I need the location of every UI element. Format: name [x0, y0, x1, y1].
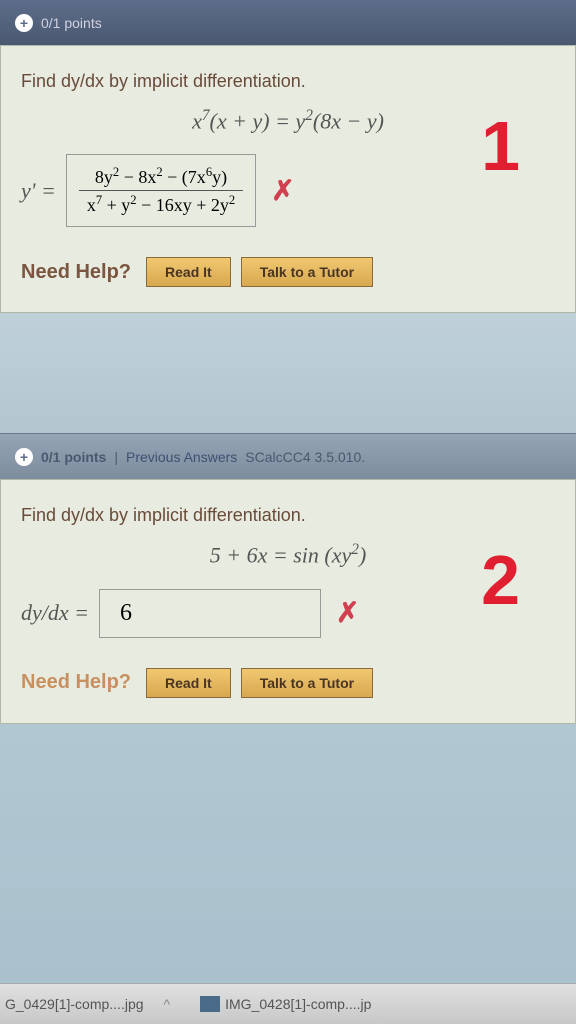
talk-to-tutor-button[interactable]: Talk to a Tutor [241, 257, 373, 287]
problem-prompt: Find dy/dx by implicit differentiation. [21, 71, 555, 92]
chevron-up-icon[interactable]: ^ [164, 996, 171, 1012]
fraction-numerator: 8y2 − 8x2 − (7x6y) [79, 163, 243, 191]
answer-row: dy/dx = 6 ✗ [21, 589, 555, 638]
problem-equation: x7(x + y) = y2(8x − y) [21, 107, 555, 134]
problem-card-2: Find dy/dx by implicit differentiation. … [0, 479, 576, 723]
need-help-label: Need Help? [21, 261, 131, 284]
problem-id: SCalcCC4 3.5.010. [245, 449, 365, 465]
points-status: 0/1 points [41, 449, 106, 465]
problem-equation: 5 + 6x = sin (xy2) [21, 541, 555, 568]
expand-icon[interactable]: + [15, 14, 33, 32]
read-it-button[interactable]: Read It [146, 257, 231, 287]
need-help-label: Need Help? [21, 671, 131, 694]
gap-region [0, 313, 576, 433]
problem-header-2: + 0/1 points | Previous Answers SCalcCC4… [0, 433, 576, 479]
taskbar-item[interactable]: G_0429[1]-comp....jpg [5, 996, 144, 1012]
answer-label: dy/dx = [21, 600, 89, 626]
talk-to-tutor-button[interactable]: Talk to a Tutor [241, 668, 373, 698]
handwritten-annotation-2: 2 [481, 540, 520, 620]
problem-prompt: Find dy/dx by implicit differentiation. [21, 505, 555, 526]
expand-icon[interactable]: + [15, 448, 33, 466]
answer-label: y' = [21, 178, 56, 204]
taskbar: G_0429[1]-comp....jpg ^ IMG_0428[1]-comp… [0, 983, 576, 1024]
answer-input-box[interactable]: 8y2 − 8x2 − (7x6y) x7 + y2 − 16xy + 2y2 [66, 154, 256, 227]
answer-input-box[interactable]: 6 [99, 589, 321, 638]
taskbar-item[interactable]: IMG_0428[1]-comp....jp [200, 996, 371, 1012]
previous-answers-link[interactable]: Previous Answers [126, 449, 237, 465]
problem-card-1: Find dy/dx by implicit differentiation. … [0, 45, 576, 313]
need-help-row: Need Help? Read It Talk to a Tutor [21, 668, 555, 698]
read-it-button[interactable]: Read It [146, 668, 231, 698]
problem-header-1: + 0/1 points [0, 0, 576, 45]
divider: | [114, 449, 118, 465]
file-label: IMG_0428[1]-comp....jp [225, 996, 371, 1012]
answer-row: y' = 8y2 − 8x2 − (7x6y) x7 + y2 − 16xy +… [21, 154, 555, 227]
wrong-icon: ✗ [336, 596, 359, 630]
handwritten-annotation-1: 1 [481, 106, 520, 186]
fraction-denominator: x7 + y2 − 16xy + 2y2 [79, 191, 243, 218]
file-label: G_0429[1]-comp....jpg [5, 996, 144, 1012]
need-help-row: Need Help? Read It Talk to a Tutor [21, 257, 555, 287]
points-status: 0/1 points [41, 15, 102, 31]
image-icon [200, 996, 220, 1012]
wrong-icon: ✗ [271, 174, 294, 208]
